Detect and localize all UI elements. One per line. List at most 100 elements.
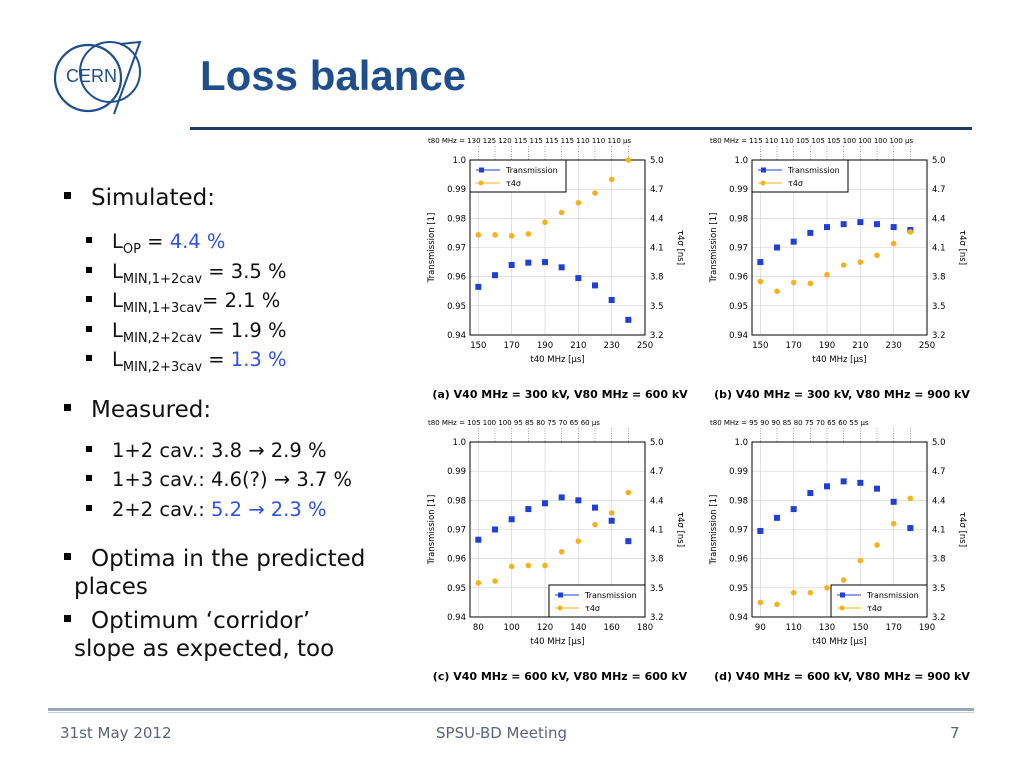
tau-point xyxy=(575,199,582,206)
legend-label-tau: τ4σ xyxy=(506,179,521,188)
y-tick-label: 0.97 xyxy=(447,244,466,254)
transmission-point xyxy=(757,259,764,266)
tau-point xyxy=(558,549,565,555)
transmission-point xyxy=(890,498,897,505)
x-tick-label: 170 xyxy=(504,341,520,351)
tau-point xyxy=(874,542,880,548)
y-axis-label: Transmission [1] xyxy=(709,213,719,284)
y2-tick-label: 4.7 xyxy=(650,185,664,195)
y-tick-label: 0.98 xyxy=(447,496,466,506)
footer-divider xyxy=(48,708,974,711)
transmission-point xyxy=(508,262,515,268)
y-tick-label: 0.97 xyxy=(447,526,466,536)
bullet-corridor-cont: slope as expected, too xyxy=(74,636,335,662)
tau-point xyxy=(774,288,780,295)
x-tick-label: 140 xyxy=(570,623,586,633)
x-tick-label: 110 xyxy=(786,623,802,633)
tau-point xyxy=(757,278,764,285)
tau-point xyxy=(757,599,764,606)
y2-tick-label: 3.2 xyxy=(650,613,664,623)
transmission-point xyxy=(525,259,532,266)
x-tick-label: 150 xyxy=(852,623,868,633)
y-tick-label: 0.96 xyxy=(729,273,748,283)
x-tick-label: 180 xyxy=(637,623,653,633)
x-tick-label: 230 xyxy=(604,341,620,351)
y2-axis-label: τ4σ [ns] xyxy=(675,230,685,265)
y2-tick-label: 3.2 xyxy=(650,331,664,341)
y2-axis-label: τ4σ [ns] xyxy=(957,230,967,265)
legend-box xyxy=(830,584,928,618)
x-tick-label: 150 xyxy=(470,341,486,351)
chart-d: t80 MHz = 95 90 90 85 80 75 70 65 60 55 … xyxy=(702,414,982,682)
tau-point xyxy=(592,190,598,196)
transmission-point xyxy=(492,272,498,279)
y-tick-label: 0.98 xyxy=(729,214,748,224)
transmission-point xyxy=(558,494,565,501)
footer-date: 31st May 2012 xyxy=(60,724,172,742)
transmission-point xyxy=(774,514,780,521)
meas-item: 1+2 cav.: 3.8 → 2.9 % xyxy=(86,439,327,462)
y-tick-label: 0.95 xyxy=(729,302,748,312)
transmission-point xyxy=(592,282,598,289)
bullet-optima-cont: places xyxy=(74,574,148,600)
y-tick-label: 1.0 xyxy=(734,156,748,166)
transmission-point xyxy=(475,536,482,543)
footer-meeting: SPSU-BD Meeting xyxy=(436,724,568,742)
x-tick-label: 210 xyxy=(570,341,586,351)
transmission-point xyxy=(508,516,515,523)
transmission-point xyxy=(857,479,864,486)
x-tick-label: 120 xyxy=(537,623,553,633)
y2-tick-label: 3.2 xyxy=(932,613,946,623)
y-tick-label: 0.96 xyxy=(729,555,748,565)
tau-point xyxy=(558,209,565,216)
x-axis-label: t40 MHz [µs] xyxy=(812,355,866,365)
tau-point xyxy=(857,259,864,265)
chart-a: t80 MHz = 130 125 120 115 115 115 115 11… xyxy=(420,132,700,400)
y2-tick-label: 3.8 xyxy=(932,555,946,565)
legend-marker-transmission xyxy=(479,167,484,173)
tau-point xyxy=(807,589,814,596)
tau-point xyxy=(790,279,797,286)
tau-point xyxy=(508,233,515,239)
transmission-point xyxy=(790,238,797,245)
tau-point xyxy=(475,232,482,238)
transmission-point xyxy=(625,316,632,323)
tau-point xyxy=(508,563,515,570)
slide-title: Loss balance xyxy=(200,52,467,99)
tau-point xyxy=(608,510,615,516)
transmission-point xyxy=(807,229,814,236)
transmission-point xyxy=(492,526,498,533)
sim-item: LMIN,1+2cav = 3.5 % xyxy=(86,260,287,287)
x-tick-label: 160 xyxy=(604,623,620,633)
transmission-point xyxy=(542,259,548,266)
legend-label-transmission: Transmission xyxy=(505,166,558,175)
y-tick-label: 0.97 xyxy=(729,526,748,536)
tau-point xyxy=(525,231,532,237)
y-axis-label: Transmission [1] xyxy=(427,213,437,284)
transmission-point xyxy=(608,517,615,524)
tau-point xyxy=(790,589,797,596)
y-tick-label: 0.96 xyxy=(447,555,466,565)
bullet-simulated: Simulated: xyxy=(64,185,215,211)
bullet-corridor: Optimum ‘corridor’ xyxy=(64,608,310,634)
title-divider xyxy=(190,127,972,130)
x-tick-label: 80 xyxy=(473,623,484,633)
meas-item: 1+3 cav.: 4.6(?) → 3.7 % xyxy=(86,468,352,491)
transmission-point xyxy=(890,224,897,231)
tau-point xyxy=(857,557,864,564)
y2-tick-label: 4.7 xyxy=(932,185,946,195)
y2-tick-label: 3.8 xyxy=(650,273,664,283)
y2-tick-label: 3.5 xyxy=(932,302,946,312)
tau-point xyxy=(890,240,897,247)
y2-tick-label: 3.2 xyxy=(932,331,946,341)
x-tick-label: 250 xyxy=(919,341,935,351)
caption-c: (c) V40 MHz = 600 kV, V80 MHz = 600 kV xyxy=(432,670,688,683)
tau-point xyxy=(542,562,548,569)
legend-marker-transmission xyxy=(761,167,766,173)
y-tick-label: 0.99 xyxy=(447,185,466,195)
tau-point xyxy=(824,271,830,278)
transmission-point xyxy=(525,506,532,513)
transmission-point xyxy=(857,219,864,226)
legend-marker-tau xyxy=(557,605,563,611)
y-tick-label: 0.94 xyxy=(729,331,748,341)
